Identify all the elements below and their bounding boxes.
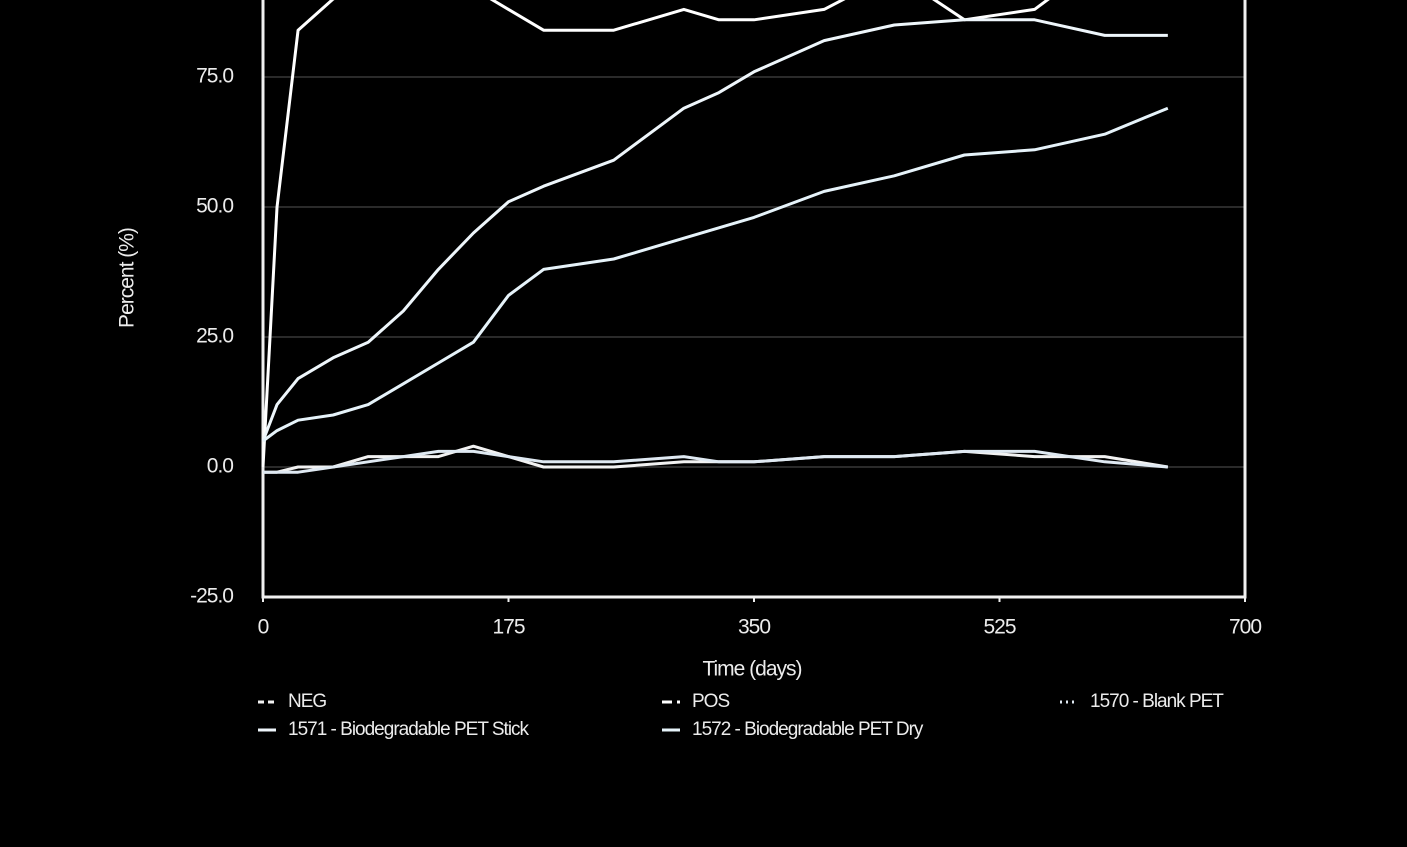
legend-label: NEG [288,691,326,712]
legend-label: 1572 - Biodegradable PET Dry [692,719,924,740]
legend-label: 1571 - Biodegradable PET Stick [288,719,530,740]
x-axis-title: Time (days) [702,658,801,681]
y-tick-label: 75.0 [196,65,233,88]
plot-frame [261,0,1247,599]
series-line [263,449,1168,474]
y-tick-label: 0.0 [207,455,234,478]
legend-label: 1570 - Blank PET [1090,691,1224,712]
x-tick-label: 0 [258,616,269,639]
x-tick-label: 700 [1229,616,1261,639]
y-tick-label: 25.0 [196,325,233,348]
series-line [261,0,1050,468]
y-axis-title: Percent (%) [116,228,139,328]
x-tick-label: 350 [738,616,770,639]
y-tick-label: 50.0 [196,195,233,218]
series-line [261,18,1168,442]
y-tick-label: -25.0 [190,585,233,608]
x-tick-label: 175 [492,616,524,639]
series-line [262,106,1169,443]
legend-label: POS [692,691,729,712]
x-tick-label: 525 [983,616,1015,639]
